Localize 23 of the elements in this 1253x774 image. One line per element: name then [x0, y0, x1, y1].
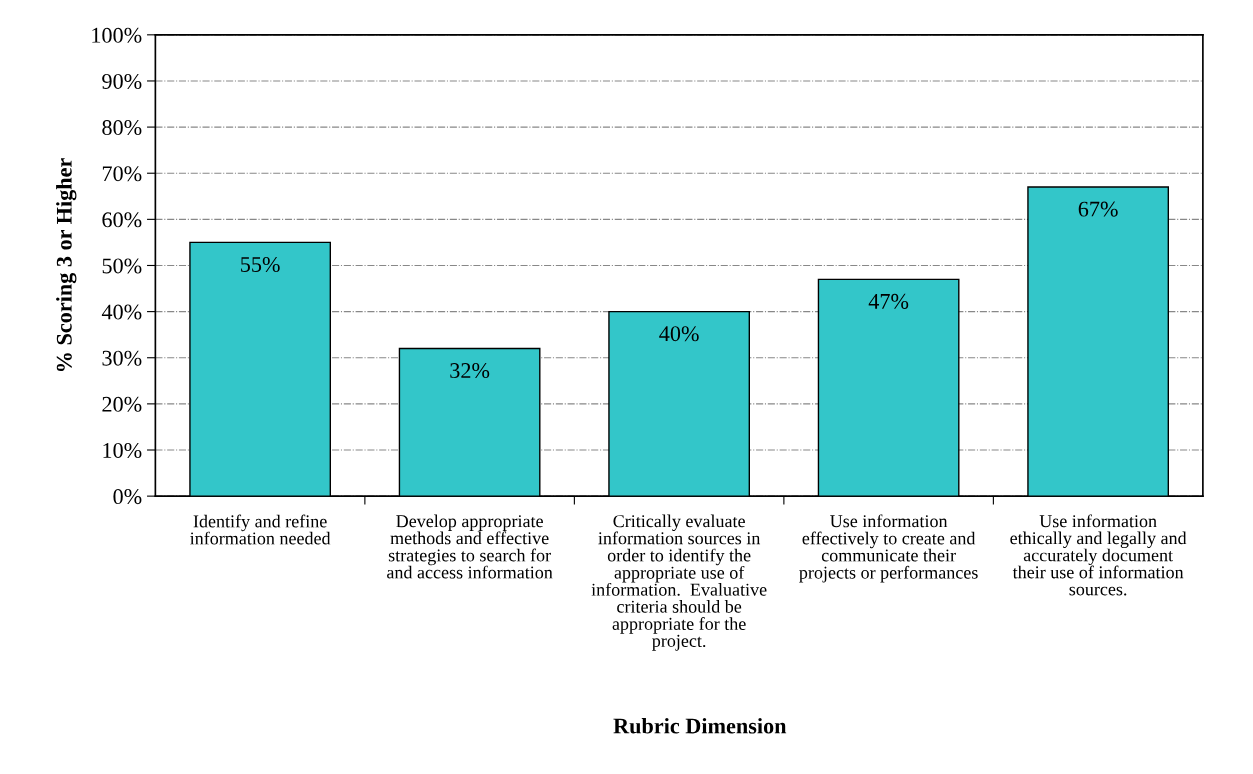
y-tick-label: 90% [102, 73, 142, 89]
y-tick-label: 10% [103, 442, 142, 459]
y-tick-label: 80% [102, 120, 142, 136]
y-tick-label: 0% [113, 489, 142, 505]
x-tick-label: Use information effectively to create and communicate their projects or performances [799, 514, 978, 583]
y-axis-title: % Scoring 3 or Higher [56, 158, 77, 372]
data-label: 40% [659, 326, 699, 342]
x-tick-label: Develop appropriate methods and effective strategies to search for and access information [387, 514, 553, 579]
x-tick-label: Use information ethically and legally and accurately document their use of information sources. [1010, 514, 1187, 596]
data-label: 55% [241, 256, 280, 273]
data-label: 67% [1078, 201, 1118, 217]
y-tick-label: 50% [102, 258, 142, 274]
y-tick-label: 60% [102, 212, 142, 228]
y-tick-label: 70% [102, 166, 142, 182]
data-label: 47% [868, 293, 909, 309]
y-tick-label: 30% [102, 350, 142, 366]
y-tick-label: 20% [102, 396, 142, 412]
y-tick-label: 100% [92, 27, 142, 43]
data-label: 32% [450, 363, 490, 379]
x-tick-label: Critically evaluate information sources in order to identify the appropriate use of information. Evaluative criteria should be appropriate for the project. [591, 514, 767, 651]
x-axis-title: Rubric Dimension [613, 717, 787, 734]
x-tick-label: Identify and refine information needed [190, 514, 331, 545]
y-tick-label: 40% [101, 304, 142, 320]
